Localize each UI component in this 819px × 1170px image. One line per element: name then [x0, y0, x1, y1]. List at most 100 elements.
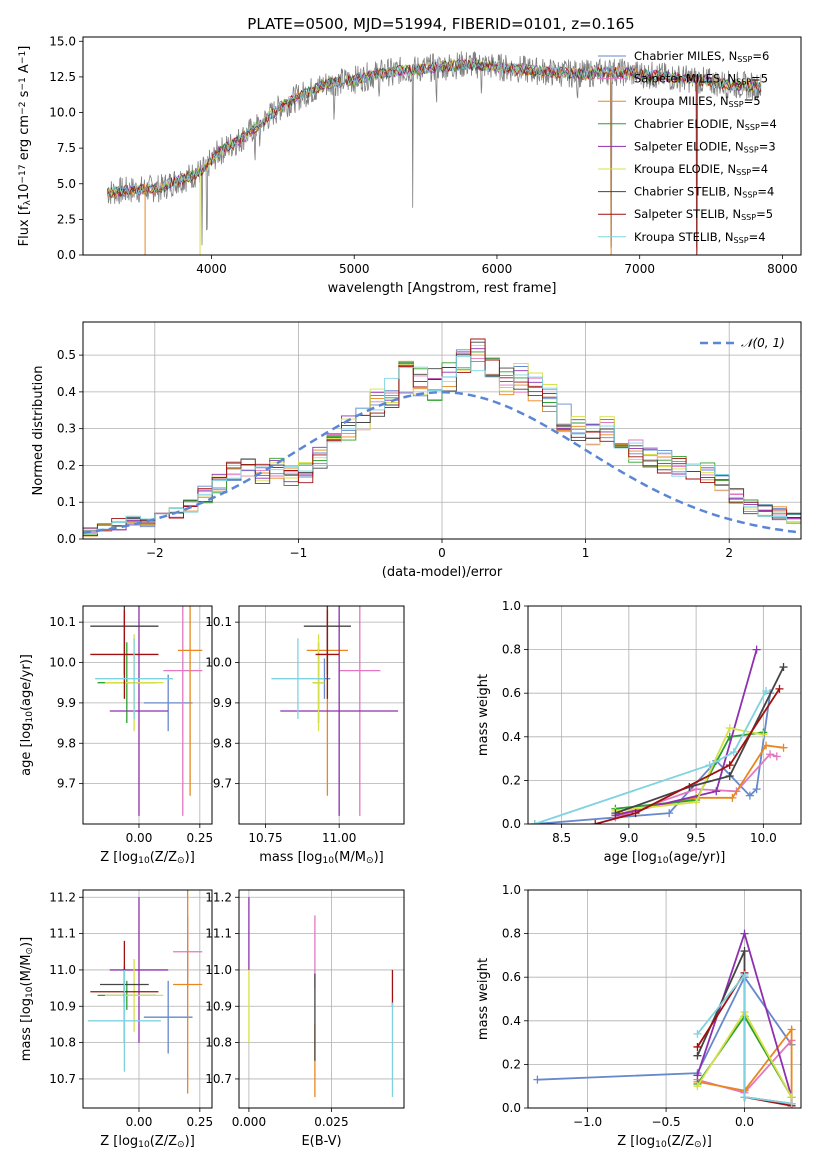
series-group — [533, 929, 796, 1108]
legend-label-sub: SSP — [741, 213, 756, 222]
y-axis-label: mass weight — [476, 674, 491, 756]
y-tick-label: 1.0 — [502, 883, 521, 897]
series-marker — [775, 684, 784, 693]
x-axis-label: Z [log10(Z/Z⊙)] — [100, 1134, 195, 1150]
series-marker — [725, 724, 734, 733]
y-axis-label: Flux [fλ10−17 erg cm−2 s−1 A−1] — [17, 46, 33, 247]
model-spectrum-line — [106, 59, 762, 197]
axes-frame — [82, 321, 802, 540]
legend-label-sub: SSP — [744, 145, 759, 154]
y-tick-label: 0.5 — [57, 348, 76, 362]
x-tick-label: 4000 — [196, 262, 227, 276]
legend-label-sub: SSP — [742, 191, 757, 200]
legend-label-post: =4 — [751, 162, 768, 176]
errorbar-group — [271, 606, 399, 816]
y-tick-label: 1.0 — [502, 599, 521, 613]
series-line — [534, 690, 767, 824]
series-group — [530, 645, 788, 824]
series-marker — [728, 793, 737, 802]
series-marker — [692, 798, 701, 807]
axes-frame — [527, 889, 802, 1109]
legend-label: Salpeter MILES, NSSP=5 — [634, 72, 768, 87]
series-line — [594, 688, 781, 824]
y-tick-label: 9.7 — [213, 777, 232, 791]
panel-age-vs-Z: 0.00 0.25 9.7 9.8 9.9 10.0 10.1 Z [log10(Z/Z⊙)]… — [19, 605, 213, 866]
y-tick-label: 10.0 — [49, 106, 76, 120]
series-marker — [725, 772, 734, 781]
axes-frame — [82, 605, 213, 825]
legend-label-post: =3 — [759, 139, 776, 153]
panel-mass-weight-vs-age: 8.5 9.0 9.5 10.0 0.0 0.2 0.4 0.6 0.8 1.0 age [log1… — [476, 599, 802, 866]
legend-label-pre: Chabrier STELIB, N — [634, 185, 742, 199]
histogram-steps — [83, 338, 801, 537]
y-tick-label: 11.1 — [205, 927, 232, 941]
y-tick-label: 5.0 — [57, 177, 76, 191]
series-marker — [693, 1051, 702, 1060]
series-marker — [745, 791, 754, 800]
series-line — [615, 666, 785, 814]
legend-label-pre: Salpeter STELIB, N — [634, 207, 741, 221]
legend-label: Chabrier STELIB, NSSP=4 — [634, 185, 774, 200]
legend-label-pre: Kroupa STELIB, N — [634, 230, 734, 244]
errorbar-group — [248, 897, 394, 1098]
legend-label-sub: SSP — [729, 100, 744, 109]
y-tick-label: 15.0 — [49, 34, 76, 48]
legend-label-pre: Salpeter ELODIE, N — [634, 139, 744, 153]
y-tick-label: 10.8 — [205, 1036, 232, 1050]
model-spectrum-line — [107, 58, 762, 198]
series-marker — [740, 971, 749, 980]
y-tick-label: 0.8 — [502, 643, 521, 657]
axes-frame — [238, 889, 405, 1109]
series-marker — [705, 761, 714, 770]
y-tick-label: 10.0 — [205, 656, 232, 670]
series-marker — [740, 929, 749, 938]
legend-label: Kroupa MILES, NSSP=5 — [634, 94, 761, 109]
series-marker — [752, 645, 761, 654]
legend-label-post: =5 — [756, 207, 773, 221]
legend-label-sub: SSP — [736, 78, 751, 87]
series-marker — [787, 1025, 796, 1034]
x-tick-label: −2 — [146, 546, 164, 560]
series-marker — [693, 1042, 702, 1051]
y-tick-label: 11.0 — [49, 963, 76, 977]
legend-label-sub: SSP — [736, 168, 751, 177]
legend-label-pre: Kroupa ELODIE, N — [634, 162, 736, 176]
series-marker — [759, 730, 768, 739]
series-marker — [712, 787, 721, 796]
series-marker — [725, 761, 734, 770]
legend-label: Salpeter ELODIE, NSSP=3 — [634, 139, 776, 154]
legend-label-pre: Kroupa MILES, N — [634, 94, 729, 108]
y-tick-label: 10.0 — [49, 656, 76, 670]
x-tick-label: 9.5 — [687, 831, 706, 845]
series-marker — [611, 809, 620, 818]
y-tick-label: 11.1 — [49, 927, 76, 941]
x-tick-label: 11.00 — [322, 831, 356, 845]
x-axis-label: Z [log10(Z/Z⊙)] — [100, 850, 195, 866]
legend-label-post: =5 — [751, 72, 768, 86]
y-tick-label: 12.5 — [49, 70, 76, 84]
series-marker — [631, 809, 640, 818]
y-tick-label: 0.2 — [502, 1057, 521, 1071]
y-tick-label: 11.2 — [49, 890, 76, 904]
y-tick-label: 11.0 — [205, 963, 232, 977]
x-tick-label: 7000 — [624, 262, 655, 276]
series-marker — [752, 785, 761, 794]
legend-label: Salpeter STELIB, NSSP=5 — [634, 207, 773, 222]
legend-label-post: =5 — [744, 94, 761, 108]
series-marker — [693, 1082, 702, 1091]
axes-frame — [527, 605, 802, 825]
legend-label: Kroupa STELIB, NSSP=4 — [634, 230, 766, 245]
legend-label-pre: Chabrier MILES, N — [634, 49, 737, 63]
x-axis-label: wavelength [Angstrom, rest frame] — [328, 281, 557, 296]
x-tick-label: 0.00 — [126, 1115, 153, 1129]
legend-label-sub: SSP — [734, 236, 749, 245]
series-marker — [787, 1099, 796, 1108]
y-tick-label: 0.4 — [57, 385, 76, 399]
series-marker — [693, 1029, 702, 1038]
x-tick-label: 5000 — [339, 262, 370, 276]
series-line — [697, 1026, 793, 1104]
series-marker — [740, 1093, 749, 1102]
y-axis-label: mass [log10(M/M⊙)] — [19, 937, 35, 1061]
y-tick-label: 0.0 — [57, 248, 76, 262]
